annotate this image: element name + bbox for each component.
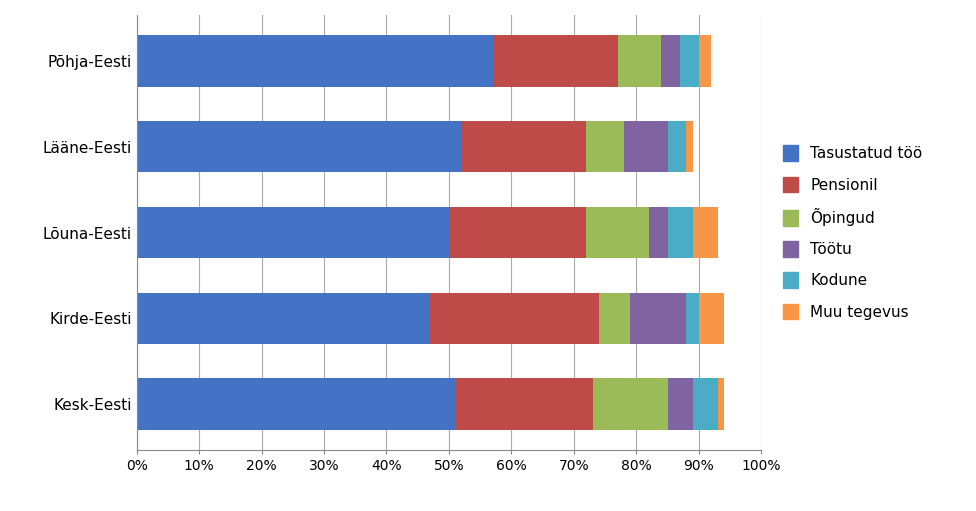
Bar: [668, 379, 693, 430]
Bar: [649, 207, 668, 258]
Bar: [462, 121, 587, 172]
Bar: [668, 207, 693, 258]
Bar: [455, 379, 592, 430]
Bar: [587, 121, 624, 172]
Bar: [699, 293, 724, 344]
Bar: [693, 379, 717, 430]
Bar: [686, 121, 693, 172]
Bar: [618, 35, 662, 86]
Bar: [662, 35, 680, 86]
Bar: [668, 121, 686, 172]
Bar: [137, 379, 455, 430]
Bar: [599, 293, 630, 344]
Bar: [137, 35, 493, 86]
Bar: [699, 35, 712, 86]
Legend: Tasustatud töö, Pensionil, Õpingud, Töötu, Kodune, Muu tegevus: Tasustatud töö, Pensionil, Õpingud, Tööt…: [775, 137, 930, 328]
Bar: [592, 379, 668, 430]
Bar: [137, 207, 449, 258]
Bar: [449, 207, 587, 258]
Bar: [630, 293, 686, 344]
Bar: [693, 207, 717, 258]
Bar: [493, 35, 618, 86]
Bar: [624, 121, 668, 172]
Bar: [717, 379, 724, 430]
Bar: [587, 207, 649, 258]
Bar: [137, 293, 430, 344]
Bar: [137, 121, 462, 172]
Bar: [680, 35, 699, 86]
Bar: [430, 293, 599, 344]
Bar: [686, 293, 699, 344]
